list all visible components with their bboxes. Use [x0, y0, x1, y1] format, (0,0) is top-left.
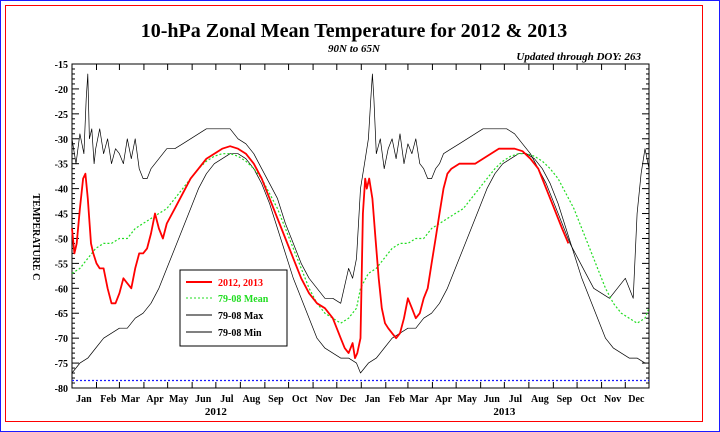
- chart-title: 10-hPa Zonal Mean Temperature for 2012 &…: [141, 20, 567, 42]
- x-tick-label: May: [457, 394, 476, 405]
- x-tick-label: Feb: [389, 394, 406, 405]
- y-tick-label: -80: [55, 384, 68, 395]
- x-tick-label: Jun: [195, 394, 212, 405]
- y-tick-label: -25: [55, 110, 68, 121]
- x-tick-label: Aug: [531, 394, 549, 405]
- x-tick-label: Feb: [100, 394, 117, 405]
- x-tick-label: Sep: [268, 394, 284, 405]
- year-label: 2012: [205, 406, 228, 418]
- x-tick-label: Jun: [484, 394, 501, 405]
- y-tick-label: -35: [55, 160, 68, 171]
- x-tick-label: Sep: [557, 394, 573, 405]
- updated-note: Updated through DOY: 263: [516, 51, 641, 63]
- legend-label-mean: 79-08 Mean: [218, 294, 269, 305]
- x-tick-label: Apr: [435, 394, 453, 405]
- year-label: 2013: [493, 406, 516, 418]
- x-tick-label: Jan: [76, 394, 92, 405]
- y-tick-label: -45: [55, 210, 68, 221]
- series-min-line: [71, 153, 649, 374]
- y-tick-label: -55: [55, 259, 68, 270]
- x-tick-label: Jul: [509, 394, 523, 405]
- y-tick-label: -60: [55, 284, 68, 295]
- x-tick-label: Oct: [292, 394, 308, 405]
- x-tick-label: Apr: [146, 394, 164, 405]
- legend-label-max: 79-08 Max: [218, 311, 263, 322]
- y-axis-label: TEMPERATURE C: [30, 194, 41, 281]
- series-max-line: [71, 73, 650, 304]
- x-tick-label: Aug: [243, 394, 261, 405]
- x-tick-label: Oct: [580, 394, 596, 405]
- y-tick-label: -30: [55, 135, 68, 146]
- y-tick-label: -15: [55, 60, 68, 71]
- x-tick-label: May: [169, 394, 188, 405]
- inner-frame: [5, 5, 703, 422]
- y-tick-label: -40: [55, 185, 68, 196]
- x-tick-label: Nov: [316, 394, 333, 405]
- x-tick-label: Jul: [220, 394, 234, 405]
- x-tick-label: Jan: [365, 394, 381, 405]
- x-tick-label: Dec: [628, 394, 645, 405]
- x-tick-label: Dec: [340, 394, 357, 405]
- y-tick-label: -70: [55, 334, 68, 345]
- y-tick-label: -20: [55, 85, 68, 96]
- x-tick-label: Nov: [604, 394, 621, 405]
- y-tick-label: -65: [55, 309, 68, 320]
- series-observed-line: [71, 145, 570, 360]
- x-tick-label: Mar: [410, 394, 429, 405]
- y-tick-label: -75: [55, 359, 68, 370]
- legend: 2012, 2013 79-08 Mean 79-08 Max 79-08 Mi…: [179, 269, 288, 347]
- x-tick-label: Mar: [121, 394, 140, 405]
- y-tick-label: -50: [55, 234, 68, 245]
- chart-subtitle: 90N to 65N: [328, 43, 381, 55]
- plot-area: [71, 63, 650, 389]
- legend-label-min: 79-08 Min: [218, 328, 262, 339]
- legend-label-observed: 2012, 2013: [218, 278, 263, 289]
